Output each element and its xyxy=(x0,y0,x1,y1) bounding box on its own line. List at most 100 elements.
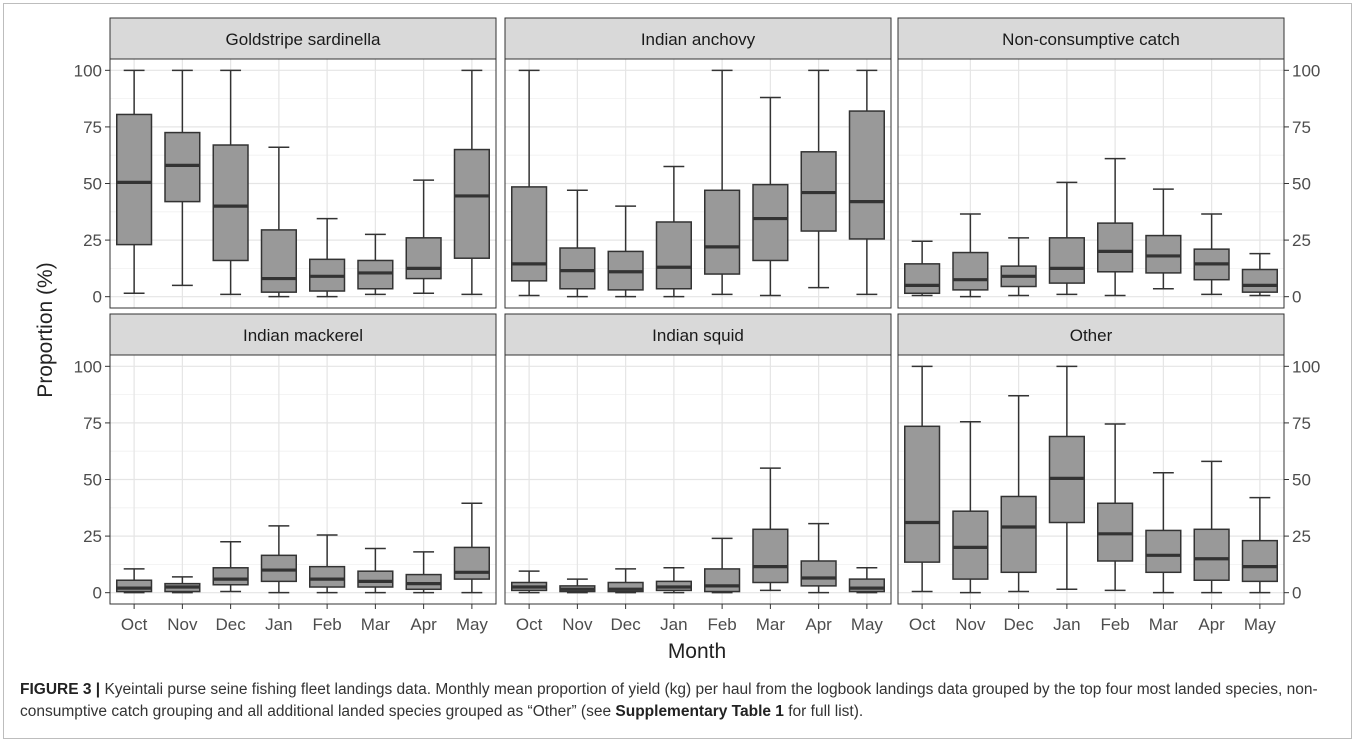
box-feb xyxy=(309,534,346,594)
box-feb xyxy=(1097,423,1134,592)
y-tick-label: 75 xyxy=(83,414,102,433)
box-apr xyxy=(405,551,442,594)
y-tick-label: 50 xyxy=(83,471,102,490)
panels-layer: Goldstripe sardinella 0 25 50 75 100 Indian an… xyxy=(74,17,1320,634)
x-tick-label: Dec xyxy=(611,615,642,634)
box-jan xyxy=(1048,181,1085,296)
facet-strip xyxy=(897,17,1285,60)
box-iqr xyxy=(357,259,394,290)
box-iqr xyxy=(453,148,490,259)
x-tick-label: Oct xyxy=(909,615,936,634)
x-tick-label: Feb xyxy=(707,615,736,634)
y-tick-label: 0 xyxy=(93,584,102,603)
box-mar xyxy=(752,467,789,592)
box-dec xyxy=(212,541,249,593)
box-oct xyxy=(904,365,941,593)
box-iqr xyxy=(752,183,789,262)
box-jan xyxy=(655,165,692,298)
box-iqr xyxy=(952,510,989,580)
y-tick-label: 100 xyxy=(74,61,102,80)
box-apr xyxy=(405,179,442,295)
box-iqr xyxy=(260,229,297,293)
box-iqr xyxy=(1145,234,1182,274)
x-tick-label: Nov xyxy=(167,615,198,634)
y-tick-label: 50 xyxy=(1292,471,1311,490)
box-iqr xyxy=(1241,268,1278,293)
caption-reference-link[interactable]: Supplementary Table 1 xyxy=(615,703,784,720)
box-iqr xyxy=(309,565,346,588)
box-iqr xyxy=(904,263,941,295)
box-jan xyxy=(1048,365,1085,591)
box-may xyxy=(848,69,885,296)
y-tick-label: 75 xyxy=(1292,414,1311,433)
x-tick-label: Apr xyxy=(805,615,832,634)
box-iqr xyxy=(704,568,741,593)
x-tick-label: May xyxy=(1244,615,1277,634)
box-nov xyxy=(559,578,596,594)
x-tick-label: Jan xyxy=(1053,615,1080,634)
box-iqr xyxy=(1048,237,1085,284)
box-dec xyxy=(212,69,249,296)
plot-border xyxy=(504,354,892,605)
facet-title: Indian squid xyxy=(652,326,744,345)
x-tick-label: Mar xyxy=(361,615,391,634)
box-may xyxy=(848,567,885,594)
box-may xyxy=(453,69,490,296)
facet-title: Indian mackerel xyxy=(243,326,363,345)
box-feb xyxy=(704,69,741,296)
box-iqr xyxy=(1097,222,1134,273)
box-mar xyxy=(357,233,394,296)
x-tick-label: Mar xyxy=(756,615,786,634)
box-nov xyxy=(952,421,989,594)
box-oct xyxy=(511,570,548,594)
box-iqr xyxy=(1000,495,1037,574)
box-mar xyxy=(357,547,394,594)
box-iqr xyxy=(164,131,201,203)
box-dec xyxy=(1000,394,1037,593)
box-iqr xyxy=(212,144,249,262)
x-tick-label: May xyxy=(851,615,884,634)
facet-panel: Indian anchovy xyxy=(504,17,892,309)
box-apr xyxy=(1193,213,1230,296)
x-tick-label: May xyxy=(456,615,489,634)
box-iqr xyxy=(260,554,297,583)
box-iqr xyxy=(453,546,490,580)
box-iqr xyxy=(212,567,249,586)
box-feb xyxy=(704,537,741,594)
y-tick-label: 25 xyxy=(1292,231,1311,250)
facet-strip xyxy=(897,313,1285,356)
x-tick-label: Feb xyxy=(1100,615,1129,634)
y-axis-label: Proportion (%) xyxy=(34,262,57,397)
y-tick-label: 0 xyxy=(1292,584,1301,603)
box-jan xyxy=(260,525,297,594)
box-dec xyxy=(607,205,644,298)
caption-text-end: for full list). xyxy=(783,703,864,720)
box-iqr xyxy=(848,110,885,240)
box-nov xyxy=(952,213,989,298)
box-iqr xyxy=(607,581,644,593)
caption-text: Kyeintali purse seine fishing fleet land… xyxy=(20,681,1318,720)
box-iqr xyxy=(800,560,837,587)
facet-strip xyxy=(504,313,892,356)
box-mar xyxy=(752,96,789,297)
facet-panel: Indian squid Oct Nov Dec Jan Feb Mar Apr May xyxy=(504,313,892,634)
box-may xyxy=(453,502,490,594)
box-apr xyxy=(1193,460,1230,594)
facet-panel: Indian mackerel 0 25 50 75 100 Oct Nov Dec Jan Feb… xyxy=(74,313,497,634)
box-mar xyxy=(1145,471,1182,594)
box-apr xyxy=(800,522,837,594)
box-iqr xyxy=(357,570,394,588)
x-tick-label: Oct xyxy=(121,615,148,634)
facet-title: Indian anchovy xyxy=(641,30,756,49)
y-tick-label: 50 xyxy=(83,175,102,194)
box-may xyxy=(1241,252,1278,297)
box-iqr xyxy=(559,247,596,290)
facet-strip xyxy=(504,17,892,60)
box-iqr xyxy=(752,528,789,584)
box-mar xyxy=(1145,188,1182,290)
box-iqr xyxy=(952,251,989,291)
box-dec xyxy=(1000,237,1037,297)
facet-panel: Goldstripe sardinella 0 25 50 75 100 xyxy=(74,17,497,309)
box-apr xyxy=(800,69,837,289)
x-tick-label: Jan xyxy=(265,615,292,634)
